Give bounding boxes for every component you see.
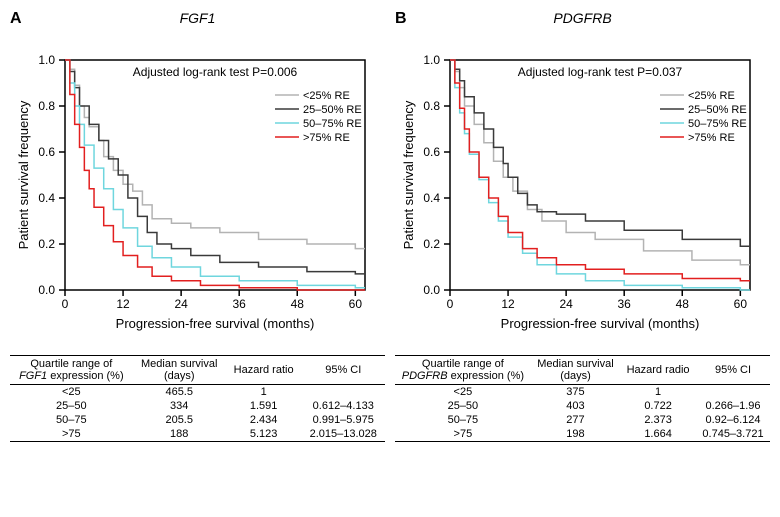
table-cell: 0.612–4.133: [301, 399, 385, 413]
table-row: 25–503341.5910.612–4.133: [10, 399, 385, 413]
figure-row: AFGF1 0 12 24 36 48 60 0.0 0.2 0.4 0.6 0.8 1.0 Progre…: [10, 10, 770, 442]
table-row: 50–752772.3730.92–6.124: [395, 413, 770, 427]
svg-text:48: 48: [291, 297, 305, 311]
table-row: >751981.6640.745–3.721: [395, 427, 770, 442]
x-axis-label: Progression-free survival (months): [116, 316, 315, 331]
table-cell: >75: [395, 427, 531, 442]
svg-text:0.4: 0.4: [423, 191, 440, 205]
table-cell: 25–50: [395, 399, 531, 413]
svg-text:0.0: 0.0: [38, 283, 55, 297]
legend-item: <25% RE: [688, 90, 735, 102]
legend-item: 25–50% RE: [688, 104, 747, 116]
table-cell: [696, 385, 770, 400]
x-axis-label: Progression-free survival (months): [501, 316, 700, 331]
table-cell: 2.015–13.028: [301, 427, 385, 442]
y-axis-label: Patient survival frequency: [401, 100, 416, 249]
y-axis-label: Patient survival frequency: [16, 100, 31, 249]
table-cell: 0.991–5.975: [301, 413, 385, 427]
table-header: Hazard ratio: [226, 356, 302, 385]
table-cell: 2.373: [620, 413, 696, 427]
svg-text:12: 12: [116, 297, 130, 311]
legend-item: 50–75% RE: [688, 118, 747, 130]
svg-text:60: 60: [349, 297, 363, 311]
table-cell: 188: [133, 427, 226, 442]
table-cell: 0.722: [620, 399, 696, 413]
table-cell: 277: [531, 413, 620, 427]
table-row: >751885.1232.015–13.028: [10, 427, 385, 442]
table-cell: 50–75: [10, 413, 133, 427]
svg-text:1.0: 1.0: [423, 53, 440, 67]
table-cell: 0.745–3.721: [696, 427, 770, 442]
legend-item: 50–75% RE: [303, 118, 362, 130]
table-cell: 0.266–1.96: [696, 399, 770, 413]
table-cell: 205.5: [133, 413, 226, 427]
gene-title: PDGFRB: [395, 10, 770, 26]
svg-text:0.2: 0.2: [423, 237, 440, 251]
table-header: 95% CI: [696, 356, 770, 385]
panel-letter: B: [395, 10, 407, 28]
table-cell: 334: [133, 399, 226, 413]
svg-text:0: 0: [62, 297, 69, 311]
table-row: 50–75205.52.4340.991–5.975: [10, 413, 385, 427]
svg-text:0.8: 0.8: [423, 99, 440, 113]
svg-text:0.6: 0.6: [38, 145, 55, 159]
gene-title: FGF1: [10, 10, 385, 26]
svg-text:0.2: 0.2: [38, 237, 55, 251]
table-cell: 1.591: [226, 399, 302, 413]
svg-text:36: 36: [233, 297, 247, 311]
pvalue-caption: Adjusted log-rank test P=0.037: [518, 65, 683, 79]
svg-text:36: 36: [618, 297, 632, 311]
svg-text:24: 24: [559, 297, 573, 311]
legend-item: >75% RE: [303, 132, 350, 144]
survival-chart: 0 12 24 36 48 60 0.0 0.2 0.4 0.6 0.8 1.0 Progression…: [10, 30, 380, 340]
table-cell: 403: [531, 399, 620, 413]
pvalue-caption: Adjusted log-rank test P=0.006: [133, 65, 298, 79]
table-header: 95% CI: [301, 356, 385, 385]
table-cell: 0.92–6.124: [696, 413, 770, 427]
table-header: Median survival(days): [531, 356, 620, 385]
table-cell: 25–50: [10, 399, 133, 413]
panel-A: AFGF1 0 12 24 36 48 60 0.0 0.2 0.4 0.6 0.8 1.0 Progre…: [10, 10, 385, 442]
table-cell: 198: [531, 427, 620, 442]
table-cell: <25: [395, 385, 531, 400]
table-header: Quartile range ofFGF1 expression (%): [10, 356, 133, 385]
table-cell: 1.664: [620, 427, 696, 442]
table-cell: 375: [531, 385, 620, 400]
table-cell: <25: [10, 385, 133, 400]
table-cell: 465.5: [133, 385, 226, 400]
svg-text:48: 48: [676, 297, 690, 311]
survival-chart: 0 12 24 36 48 60 0.0 0.2 0.4 0.6 0.8 1.0 Progression…: [395, 30, 765, 340]
table-header: Hazard radio: [620, 356, 696, 385]
legend-item: >75% RE: [688, 132, 735, 144]
svg-text:0: 0: [447, 297, 454, 311]
table-cell: [301, 385, 385, 400]
svg-text:24: 24: [174, 297, 188, 311]
legend-item: <25% RE: [303, 90, 350, 102]
svg-text:0.6: 0.6: [423, 145, 440, 159]
svg-text:1.0: 1.0: [38, 53, 55, 67]
stats-table: Quartile range ofPDGFRB expression (%)Me…: [395, 355, 770, 442]
panel-B: BPDGFRB 0 12 24 36 48 60 0.0 0.2 0.4 0.6 0.8 1.0 Prog…: [395, 10, 770, 442]
table-cell: >75: [10, 427, 133, 442]
table-cell: 2.434: [226, 413, 302, 427]
svg-text:12: 12: [501, 297, 515, 311]
table-row: <253751: [395, 385, 770, 400]
table-cell: 1: [620, 385, 696, 400]
table-cell: 5.123: [226, 427, 302, 442]
svg-text:0.4: 0.4: [38, 191, 55, 205]
svg-text:60: 60: [734, 297, 748, 311]
svg-text:0.8: 0.8: [38, 99, 55, 113]
svg-text:0.0: 0.0: [423, 283, 440, 297]
table-header: Quartile range ofPDGFRB expression (%): [395, 356, 531, 385]
table-cell: 50–75: [395, 413, 531, 427]
table-row: 25–504030.7220.266–1.96: [395, 399, 770, 413]
panel-letter: A: [10, 10, 22, 28]
legend-item: 25–50% RE: [303, 104, 362, 116]
table-cell: 1: [226, 385, 302, 400]
table-header: Median survival(days): [133, 356, 226, 385]
stats-table: Quartile range ofFGF1 expression (%)Medi…: [10, 355, 385, 442]
table-row: <25465.51: [10, 385, 385, 400]
